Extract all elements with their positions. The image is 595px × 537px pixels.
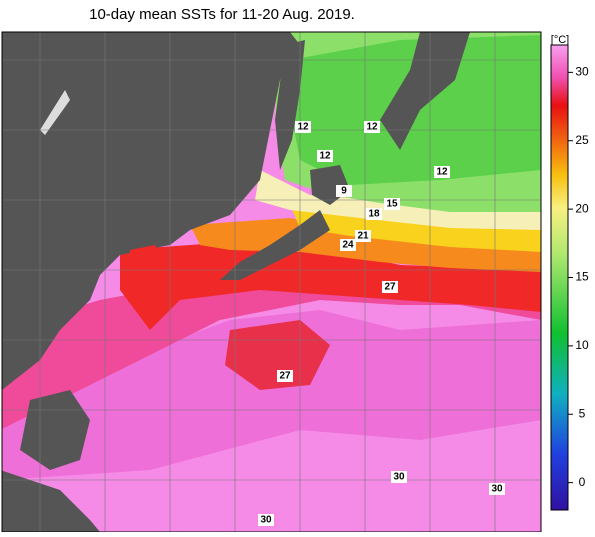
contour-label: 30	[393, 472, 405, 483]
contour-label-box	[384, 198, 400, 210]
contour-label: 9	[341, 186, 347, 197]
contour-label-box	[434, 166, 450, 178]
contour-label-box	[317, 150, 333, 162]
colorbar-tick-label: 25	[575, 133, 589, 147]
contour-label: 24	[342, 240, 354, 251]
ocean-18	[255, 170, 541, 230]
contour-label: 30	[491, 484, 503, 495]
contour-label: 27	[279, 371, 291, 382]
contour-label-box	[336, 185, 352, 197]
contour-label: 12	[297, 122, 309, 133]
contour-label-box	[340, 239, 356, 251]
contour-label: 27	[384, 282, 396, 293]
land-asia	[2, 32, 300, 390]
lake	[40, 90, 70, 135]
ocean-24	[190, 218, 541, 272]
contour-label: 12	[319, 151, 331, 162]
contour-label-box	[277, 370, 293, 382]
colorbar-tick-label: 10	[575, 338, 589, 352]
contour-label: 15	[386, 199, 398, 210]
colorbar-tick-label: 0	[579, 475, 586, 489]
colorbar-unit: [°C]	[551, 34, 569, 46]
map	[2, 32, 541, 532]
contour-label-box	[295, 121, 311, 133]
land-borneo	[2, 470, 100, 532]
contour-label: 12	[366, 122, 378, 133]
colorbar-tick-label: 15	[575, 270, 589, 284]
contour-label: 21	[357, 231, 369, 242]
contour-label-box	[366, 208, 382, 220]
colorbar	[550, 44, 569, 511]
title: 10-day mean SSTs for 11-20 Aug. 2019.	[89, 6, 355, 23]
ocean-30	[2, 310, 541, 480]
colorbar-tick-label: 5	[579, 406, 586, 420]
contour-label-box	[258, 514, 274, 526]
contour-label: 30	[260, 515, 272, 526]
contour-label-box	[355, 230, 371, 242]
ocean-27	[120, 240, 541, 330]
land-sakhalin	[275, 40, 305, 170]
colorbar-tick-label: 20	[575, 201, 589, 215]
contour-label-box	[364, 121, 380, 133]
contour-label-box	[489, 483, 505, 495]
land-kamchatka	[380, 32, 470, 150]
contour-label: 18	[368, 209, 380, 220]
land-honshu	[220, 210, 330, 280]
colorbar-tick-label: 30	[575, 65, 589, 79]
contour-label-box	[382, 281, 398, 293]
graticule	[2, 32, 541, 532]
contour-label: 12	[436, 167, 448, 178]
yellow-sea	[130, 245, 165, 305]
ocean-warm-core	[225, 320, 330, 390]
contour-label-box	[391, 471, 407, 483]
